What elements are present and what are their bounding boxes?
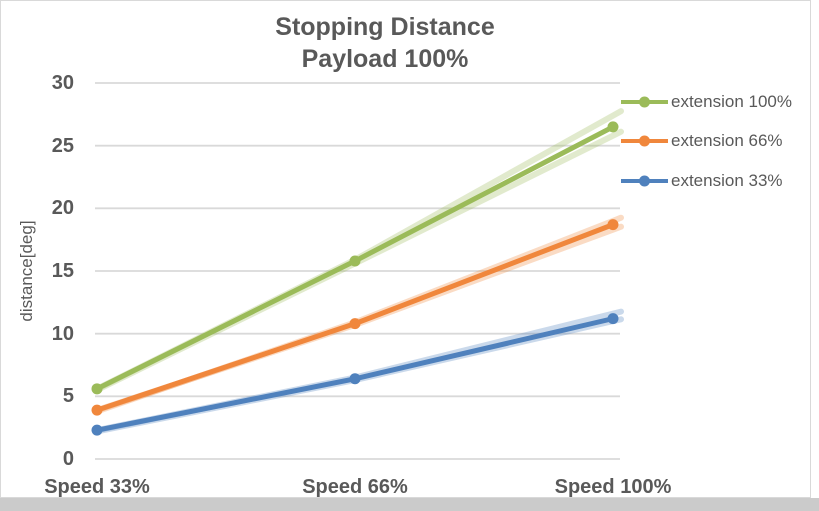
y-tick-label-0: 0 — [62, 448, 74, 470]
legend-marker-extension-33 — [621, 175, 668, 187]
chart-title: Stopping Distance — [275, 13, 495, 41]
y-tick-label-25: 25 — [51, 134, 74, 157]
plot-area — [91, 82, 624, 460]
legend-label-extension-66: extension 66% — [671, 131, 783, 150]
legend-marker-extension-100 — [621, 96, 668, 108]
y-axis-title: distance[deg] — [17, 220, 36, 322]
x-tick-label-speed-100: Speed 100% — [554, 476, 672, 498]
data-point-extension-33-speed-33 — [91, 424, 103, 436]
legend-marker-extension-66 — [621, 135, 668, 147]
chart-title-block: Stopping Distance Payload 100% — [0, 11, 770, 75]
legend-item-extension-33: extension 33% — [621, 171, 783, 190]
data-point-extension-100-speed-66 — [349, 255, 361, 267]
y-tick-label-5: 5 — [62, 385, 74, 408]
data-point-extension-66-speed-66 — [349, 318, 361, 330]
data-point-extension-100-speed-100 — [607, 121, 619, 133]
data-point-extension-100-speed-33 — [91, 383, 103, 395]
legend-item-extension-66: extension 66% — [621, 131, 783, 150]
x-tick-label-speed-66: Speed 66% — [302, 476, 408, 498]
data-point-extension-66-speed-100 — [607, 219, 619, 231]
y-tick-label-15: 15 — [51, 260, 74, 282]
data-point-extension-33-speed-100 — [607, 313, 619, 325]
legend-label-extension-100: extension 100% — [671, 92, 792, 111]
chart-subtitle: Payload 100% — [301, 45, 469, 73]
data-point-extension-33-speed-66 — [349, 373, 361, 385]
y-tick-label-30: 30 — [51, 72, 74, 94]
x-tick-label-speed-33: Speed 33% — [44, 476, 150, 498]
y-tick-label-20: 20 — [51, 197, 74, 220]
legend-label-extension-33: extension 33% — [671, 171, 783, 190]
outside-background-strip — [0, 498, 819, 511]
data-point-extension-66-speed-33 — [91, 404, 103, 416]
y-tick-label-10: 10 — [51, 322, 74, 345]
legend-item-extension-100: extension 100% — [621, 92, 792, 111]
